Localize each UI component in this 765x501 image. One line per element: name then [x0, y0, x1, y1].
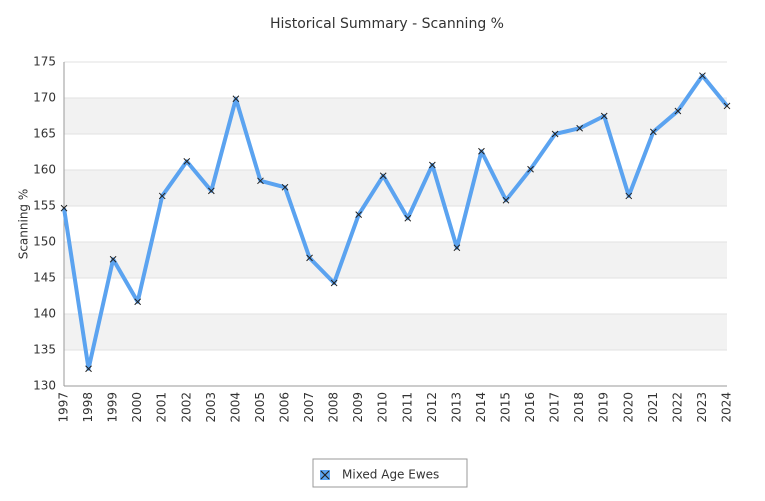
point-marker: [478, 147, 485, 155]
point-marker: [625, 192, 633, 200]
y-tick-label: 130: [33, 379, 56, 393]
y-tick-label: 160: [33, 163, 56, 177]
point-marker: [207, 187, 215, 195]
x-tick-label: 2005: [253, 392, 267, 423]
grid-band: [64, 98, 727, 134]
x-tick-label: 2012: [425, 392, 439, 423]
point-marker: [306, 254, 313, 262]
point-marker: [502, 196, 510, 204]
x-tick-label: 2006: [278, 392, 292, 423]
y-tick-label: 155: [33, 199, 56, 213]
x-tick-label: 2013: [449, 392, 463, 423]
x-tick-label: 2001: [155, 392, 169, 423]
point-marker: [527, 165, 534, 173]
point-marker: [453, 244, 461, 252]
legend-box: [312, 458, 468, 488]
grid-band: [64, 242, 727, 278]
x-tick-label: 2008: [327, 392, 341, 423]
x-tick-label: 2022: [670, 392, 684, 423]
x-tick-label: 2014: [474, 392, 488, 423]
x-tick-label: 2002: [179, 392, 193, 423]
grid-band: [64, 314, 727, 350]
point-marker: [232, 95, 240, 103]
x-tick-label: 2018: [572, 392, 586, 423]
x-tick-label: 2023: [695, 392, 709, 423]
x-tick-label: 2011: [400, 392, 414, 423]
point-marker: [355, 211, 363, 218]
y-tick-label: 135: [33, 343, 56, 357]
x-tick-label: 2003: [204, 392, 218, 423]
point-marker: [60, 204, 68, 212]
point-marker: [257, 177, 264, 185]
point-marker: [576, 124, 584, 132]
x-tick-label: 1998: [81, 392, 95, 423]
x-tick-label: 2020: [621, 392, 635, 423]
x-tick-label: 2000: [130, 392, 144, 423]
point-marker: [649, 128, 657, 136]
x-tick-label: 2024: [720, 392, 734, 423]
x-tick-label: 2021: [646, 392, 660, 423]
y-axis-label: Scanning %: [17, 189, 31, 260]
point-marker: [428, 161, 436, 169]
y-tick-label: 140: [33, 307, 56, 321]
point-marker: [600, 112, 608, 120]
x-tick-label: 2017: [548, 392, 562, 423]
point-marker: [281, 183, 289, 191]
x-tick-label: 2009: [351, 392, 365, 423]
x-tick-label: 2010: [376, 392, 390, 423]
line: [62, 73, 729, 371]
y-tick-label: 150: [33, 235, 56, 249]
point-marker: [85, 365, 92, 373]
chart-title: Historical Summary - Scanning %: [270, 16, 504, 32]
x-tick-label: 1999: [106, 392, 120, 423]
point-marker: [404, 214, 412, 222]
point-marker: [158, 192, 166, 200]
point-marker: [134, 298, 142, 306]
point-marker: [674, 107, 682, 115]
point-marker: [699, 72, 706, 80]
y-tick-label: 145: [33, 271, 56, 285]
x-tick-label: 2004: [228, 392, 242, 423]
point-marker: [109, 255, 117, 263]
x-tick-label: 2007: [302, 392, 316, 423]
y-tick-label: 165: [33, 127, 56, 141]
point-marker: [723, 102, 731, 110]
y-tick-label: 175: [33, 55, 56, 69]
x-tick-label: 2015: [499, 392, 513, 423]
legend-marker: [320, 470, 330, 480]
x-tick-label: 2016: [523, 392, 537, 423]
legend-label: Mixed Age Ewes: [342, 468, 439, 482]
point-marker: [551, 130, 559, 138]
point-marker: [379, 172, 387, 180]
point-marker: [330, 279, 338, 287]
x-tick-label: 2019: [597, 392, 611, 423]
y-tick-label: 170: [33, 91, 56, 105]
x-tick-label: 1997: [57, 392, 71, 423]
point-marker: [183, 158, 191, 165]
